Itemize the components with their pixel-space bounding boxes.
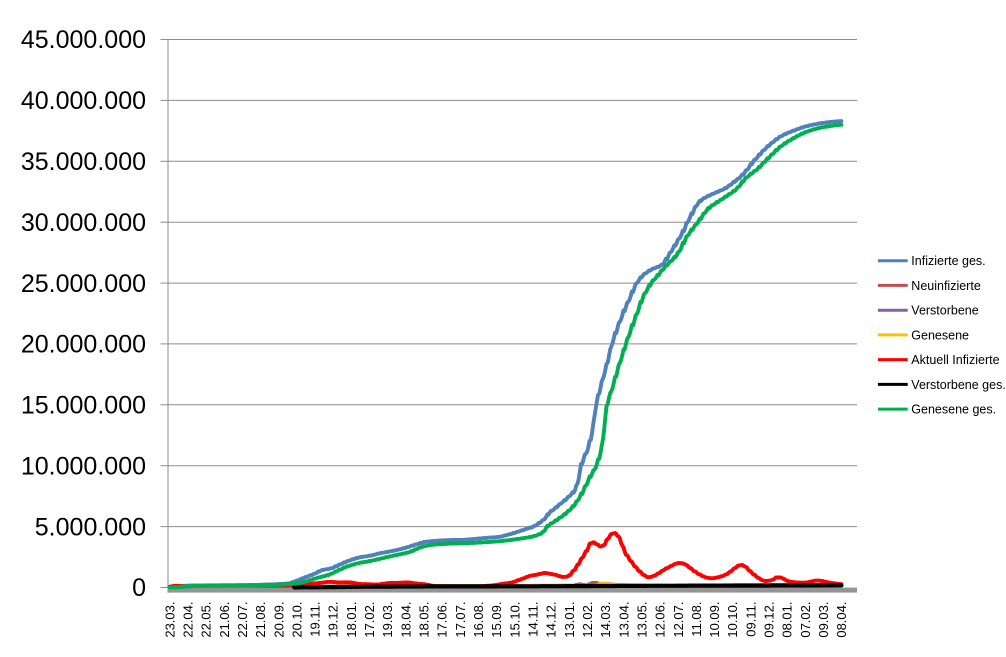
svg-text:Genesene: Genesene <box>911 328 969 342</box>
svg-text:12.02.: 12.02. <box>580 602 595 638</box>
svg-text:17.02.: 17.02. <box>362 602 377 638</box>
svg-text:08.04.: 08.04. <box>834 602 849 638</box>
svg-text:19.12.: 19.12. <box>326 602 341 638</box>
svg-text:Genesene ges.: Genesene ges. <box>911 403 996 417</box>
svg-text:40.000.000: 40.000.000 <box>21 87 146 115</box>
svg-text:12.07.: 12.07. <box>671 602 686 638</box>
svg-text:Verstorbene: Verstorbene <box>911 304 978 318</box>
svg-text:20.09.: 20.09. <box>271 602 286 638</box>
svg-text:5.000.000: 5.000.000 <box>35 513 146 541</box>
svg-text:17.06.: 17.06. <box>435 602 450 638</box>
svg-text:12.06.: 12.06. <box>653 602 668 638</box>
svg-text:23.03.: 23.03. <box>162 602 177 638</box>
svg-text:11.08.: 11.08. <box>689 602 704 637</box>
svg-text:07.02.: 07.02. <box>798 602 813 638</box>
svg-text:Neuinfizierte: Neuinfizierte <box>911 279 981 293</box>
svg-text:20.10.: 20.10. <box>289 602 304 638</box>
svg-text:22.07.: 22.07. <box>235 602 250 638</box>
svg-text:19.11.: 19.11. <box>308 602 323 637</box>
svg-text:09.12.: 09.12. <box>762 602 777 638</box>
svg-text:13.01.: 13.01. <box>562 602 577 638</box>
svg-text:18.05.: 18.05. <box>417 602 432 638</box>
svg-text:15.09.: 15.09. <box>489 602 504 638</box>
svg-text:14.12.: 14.12. <box>544 602 559 638</box>
svg-text:09.03.: 09.03. <box>816 602 831 638</box>
svg-text:45.000.000: 45.000.000 <box>21 26 146 54</box>
svg-text:19.03.: 19.03. <box>380 602 395 638</box>
svg-text:13.05.: 13.05. <box>634 602 649 638</box>
svg-text:16.08.: 16.08. <box>471 602 486 638</box>
svg-text:21.08.: 21.08. <box>253 602 268 638</box>
svg-text:20.000.000: 20.000.000 <box>21 331 146 359</box>
svg-text:Infizierte ges.: Infizierte ges. <box>911 254 985 268</box>
svg-text:10.000.000: 10.000.000 <box>21 452 146 480</box>
svg-text:Verstorbene ges.: Verstorbene ges. <box>911 378 1006 392</box>
svg-text:08.01.: 08.01. <box>780 602 795 638</box>
svg-text:10.09.: 10.09. <box>707 602 722 638</box>
svg-text:14.03.: 14.03. <box>598 602 613 638</box>
svg-text:30.000.000: 30.000.000 <box>21 209 146 237</box>
svg-text:25.000.000: 25.000.000 <box>21 270 146 298</box>
svg-text:13.04.: 13.04. <box>616 602 631 638</box>
svg-text:0: 0 <box>132 574 146 602</box>
svg-text:35.000.000: 35.000.000 <box>21 148 146 176</box>
svg-text:18.01.: 18.01. <box>344 602 359 638</box>
svg-text:18.04.: 18.04. <box>398 602 413 638</box>
svg-text:15.000.000: 15.000.000 <box>21 392 146 420</box>
svg-text:22.05.: 22.05. <box>199 602 214 638</box>
svg-text:17.07.: 17.07. <box>453 602 468 638</box>
svg-text:22.04.: 22.04. <box>181 602 196 638</box>
svg-text:21.06.: 21.06. <box>217 602 232 638</box>
svg-text:09.11.: 09.11. <box>743 602 758 637</box>
svg-text:Aktuell Infizierte: Aktuell Infizierte <box>911 353 999 367</box>
svg-text:15.10.: 15.10. <box>507 602 522 638</box>
svg-text:10.10.: 10.10. <box>725 602 740 638</box>
svg-text:14.11.: 14.11. <box>526 602 541 637</box>
